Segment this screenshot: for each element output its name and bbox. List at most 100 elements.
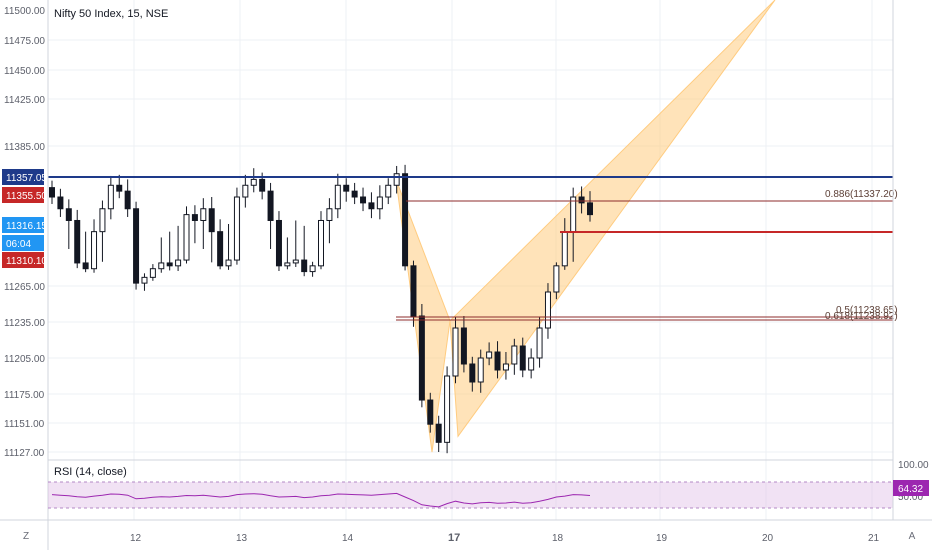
candle-body — [275, 219, 282, 267]
price-tick-label: 11265.00 — [4, 282, 45, 293]
candle-body — [149, 268, 156, 278]
time-label: 18 — [552, 533, 564, 544]
candle-body — [452, 327, 459, 377]
price-tick-label: 11450.00 — [4, 66, 45, 77]
fib-label-5: 0.5(11238.65) — [836, 305, 898, 316]
rsi-value-badge — [893, 480, 929, 496]
time-label: 12 — [130, 533, 142, 544]
candle-body — [191, 214, 198, 221]
candle-body — [519, 345, 526, 371]
price-badge — [2, 187, 44, 203]
candle-body — [402, 173, 409, 267]
plot-background — [48, 0, 893, 550]
candle-body — [385, 184, 392, 198]
candle-body — [410, 265, 417, 317]
candle-body — [444, 375, 451, 443]
candle-body — [309, 265, 316, 273]
price-badge-label: 11357.05 — [6, 173, 47, 184]
candle-body — [175, 259, 182, 267]
candle-body — [250, 178, 257, 186]
candle-body — [486, 351, 493, 359]
candle-body — [435, 423, 442, 443]
candle-body — [301, 259, 308, 273]
zoom-toggle-button[interactable]: Z — [22, 531, 30, 542]
candle-body — [49, 187, 55, 198]
price-badge — [2, 252, 44, 268]
candle-body — [460, 327, 467, 365]
candle-body — [544, 291, 551, 329]
time-label: 17 — [448, 532, 460, 544]
candle-body — [65, 208, 72, 221]
candle-body — [107, 184, 114, 210]
candle-body — [233, 196, 240, 261]
price-tick-label: 11235.00 — [4, 318, 45, 329]
candle-body — [259, 178, 266, 192]
candle-body — [334, 184, 341, 210]
candle-body — [343, 184, 350, 192]
candle-body — [326, 208, 333, 221]
time-label: 21 — [868, 533, 880, 544]
candle-body — [74, 219, 81, 264]
candle-body — [561, 231, 568, 267]
auto-scale-button[interactable]: A — [908, 531, 916, 542]
price-tick-label: 11475.00 — [4, 36, 45, 47]
candle-body — [469, 363, 476, 383]
candle-body — [511, 345, 518, 365]
time-label: 13 — [236, 533, 248, 544]
candle-body — [217, 231, 224, 267]
candle-body — [158, 262, 165, 270]
candle-body — [124, 190, 131, 210]
rsi-tick-100: 100.00 — [898, 460, 929, 471]
candle-body — [133, 208, 140, 284]
time-label: 14 — [342, 533, 354, 544]
candle-body — [578, 196, 585, 204]
rsi-title: RSI (14, close) — [54, 466, 127, 478]
candle-body — [141, 276, 148, 284]
candle-body — [91, 231, 98, 270]
candle-body — [318, 219, 324, 267]
candle-body — [376, 196, 383, 210]
time-label: 20 — [762, 533, 774, 544]
price-tick-label: 11500.00 — [4, 6, 45, 17]
candle-body — [427, 399, 434, 425]
candle-body — [587, 202, 593, 216]
price-tick-label: 11205.00 — [4, 354, 45, 365]
candle-body — [494, 351, 501, 371]
rsi-line — [51, 492, 591, 508]
fib-label-886: 0.886(11337.20) — [825, 189, 898, 200]
price-badge-label: 11316.15 — [6, 221, 47, 232]
price-tick-label: 11151.00 — [4, 419, 45, 430]
candle-body — [360, 196, 367, 204]
price-tick-label: 11127.00 — [4, 448, 45, 459]
time-label: 19 — [656, 533, 668, 544]
candle-body — [200, 208, 207, 221]
price-badge-label: 11355.50 — [6, 191, 47, 202]
price-badge — [2, 169, 44, 185]
candle-body — [99, 208, 106, 233]
price-tick-label: 11385.00 — [4, 142, 45, 153]
candle-body — [116, 184, 123, 192]
candle-body — [166, 262, 173, 267]
candle-body — [82, 262, 89, 270]
candle-body — [183, 214, 190, 261]
rsi-value-label: 64.32 — [898, 484, 923, 495]
price-badge-label: 11310.10 — [6, 256, 47, 267]
candle-body — [502, 363, 509, 371]
price-tick-label: 11425.00 — [4, 95, 45, 106]
candle-body — [242, 184, 249, 198]
candle-body — [292, 259, 299, 264]
candle-body — [536, 327, 543, 359]
fib-label-618: 0.618(11238.92) — [825, 311, 898, 322]
candle-body — [351, 190, 358, 198]
candle-body — [57, 196, 64, 210]
price-badge — [2, 235, 44, 251]
candle-body — [208, 208, 215, 233]
candle-body — [284, 262, 291, 267]
candle-body — [528, 357, 535, 371]
price-badge — [2, 217, 44, 233]
price-badge-label: 06:04 — [6, 239, 31, 250]
price-tick-label: 11175.00 — [4, 390, 45, 401]
candle-body — [553, 265, 560, 293]
